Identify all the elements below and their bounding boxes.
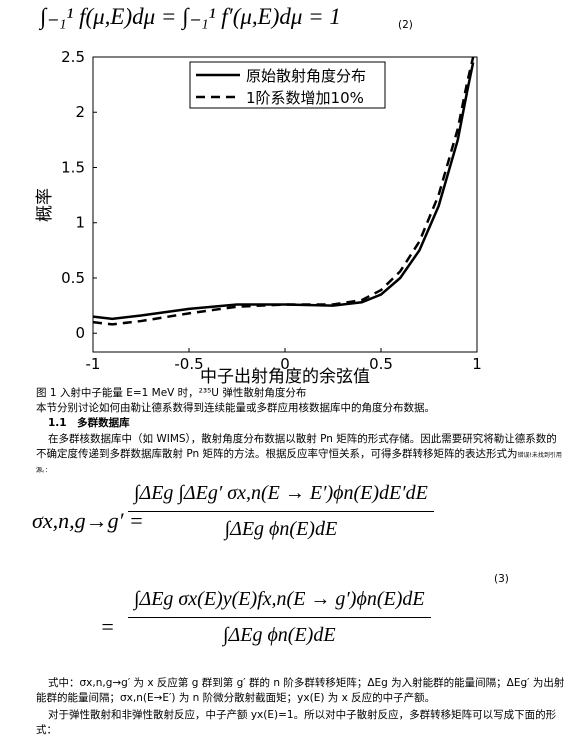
chart: 概率 中子出射角度的余弦值 -1 -0.5 0 0.5 1 0 0.5 1 1.5 2 2.5 原始散…	[35, 48, 482, 387]
x-axis-label: 中子出射角度的余弦值	[200, 367, 370, 387]
x-tick-label: -0.5	[174, 355, 203, 373]
equation-lhs: σx,n,g→g′ =	[32, 508, 144, 533]
equation-number: (2)	[398, 19, 413, 31]
paragraph-text: 在多群核数据库中（如 WIMS），散射角度分布数据以散射 Pn 矩阵的形式存储。…	[36, 433, 557, 460]
y-tick-label: 2.5	[61, 48, 85, 66]
reference-error: 错误!未找到引用源。：	[36, 452, 562, 474]
fraction: ∫ΔEg σx(E)y(E)fx,n(E → g′)ϕn(E)dE ∫ΔEg ϕ…	[128, 588, 431, 647]
x-tick-label: 1	[472, 355, 482, 373]
legend-label: 1阶系数增加10%	[246, 89, 364, 107]
equation: ∫₋₁¹ f(μ,E)dμ = ∫₋₁¹ f′(μ,E)dμ = 1	[40, 4, 341, 29]
denominator: ∫ΔEg ϕn(E)dE	[224, 518, 338, 540]
x-tick-label: 0.5	[369, 355, 393, 373]
x-tick-label: 0	[280, 355, 290, 373]
y-tick-label: 1	[75, 214, 85, 232]
equals: =	[100, 614, 115, 639]
heading: 1.1 多群数据库	[48, 417, 130, 429]
x-tick-label: -1	[86, 355, 101, 373]
numerator: ∫ΔEg σx(E)y(E)fx,n(E → g′)ϕn(E)dE	[128, 588, 431, 618]
y-tick-label: 0.5	[61, 269, 85, 287]
y-tick-label: 2	[75, 103, 85, 121]
legend-label: 原始散射角度分布	[246, 67, 366, 85]
paragraph: 在多群核数据库中（如 WIMS），散射角度分布数据以散射 Pn 矩阵的形式存储。…	[36, 432, 566, 477]
caption: 图 1 入射中子能量 E=1 MeV 时，²³⁵U 弹性散射角度分布	[36, 387, 307, 399]
legend	[189, 61, 386, 109]
paragraph: 本节分别讨论如何由勒让德系数得到连续能量或多群应用核数据库中的角度分布数据。	[36, 402, 435, 414]
denominator: ∫ΔEg ϕn(E)dE	[223, 624, 336, 646]
paragraph: 式中：σx,n,g→g′ 为 x 反应第 g 群到第 g′ 群的 n 阶多群转移…	[36, 677, 565, 704]
line-series	[93, 62, 475, 321]
line-series	[93, 57, 475, 326]
y-tick-label: 1.5	[61, 158, 85, 176]
equation-number: (3)	[494, 573, 509, 585]
y-tick-label: 0	[75, 324, 85, 342]
paragraph: 对于弹性散射和非弹性散射反应，中子产额 yx(E)=1。所以对中子散射反应，多群…	[36, 709, 557, 736]
y-axis-label: 概率	[35, 188, 55, 222]
fraction: ∫ΔEg ∫ΔEg′ σx,n(E → E′)ϕn(E)dE′dE ∫ΔEg ϕ…	[128, 482, 434, 541]
numerator: ∫ΔEg ∫ΔEg′ σx,n(E → E′)ϕn(E)dE′dE	[128, 482, 434, 512]
